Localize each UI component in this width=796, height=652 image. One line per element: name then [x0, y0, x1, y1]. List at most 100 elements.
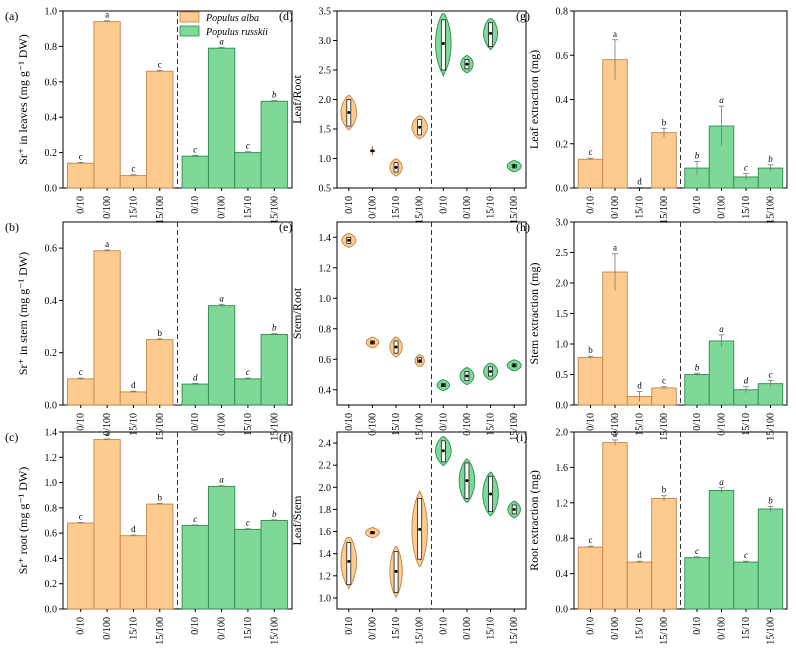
bar: [146, 503, 174, 610]
legend-swatch-russkii: [179, 25, 200, 37]
x-tick-label: 0/100: [717, 413, 728, 436]
y-axis-label: Stem/Root: [290, 287, 304, 339]
y-tick-label: 2.0: [556, 428, 569, 439]
y-axis-label: Root extraction (mg): [527, 470, 541, 571]
bar: [207, 47, 236, 189]
x-tick-label: 15/100: [415, 413, 426, 441]
significance-letter: b: [768, 154, 773, 164]
x-tick-label: 15/100: [155, 196, 166, 224]
x-tick-label: 0/100: [217, 196, 228, 219]
median-dot: [418, 125, 422, 129]
median-dot: [394, 165, 398, 169]
significance-letter: d: [744, 376, 749, 386]
y-tick-label: 0.0: [45, 184, 58, 195]
bar: [708, 489, 735, 610]
x-tick-label: 0/100: [610, 617, 621, 640]
x-tick-label: 0/10: [692, 617, 703, 635]
median-dot: [489, 31, 493, 35]
significance-letter: c: [246, 518, 250, 528]
x-tick-label: 0/100: [102, 617, 113, 640]
x-tick-label: 15/100: [659, 617, 670, 645]
bar: [757, 508, 784, 610]
bar: [684, 374, 710, 406]
y-tick-label: 0.2: [45, 579, 58, 590]
bar: [93, 439, 121, 610]
y-tick-label: 1.4: [45, 428, 58, 439]
y-tick-label: 2.5: [556, 248, 569, 259]
x-tick-label: 0/10: [692, 196, 703, 214]
x-tick-label: 0/10: [586, 413, 597, 431]
significance-letter: b: [695, 150, 700, 160]
significance-letter: c: [158, 59, 162, 69]
bar: [67, 378, 95, 406]
significance-letter: c: [768, 370, 772, 380]
y-tick-label: 1.8: [319, 505, 332, 516]
significance-letter: b: [662, 117, 667, 127]
y-axis-label: Stem extraction (mg): [527, 263, 541, 365]
panel-label: (d): [279, 9, 293, 23]
x-tick-label: 15/10: [634, 196, 645, 219]
significance-letter: a: [219, 475, 224, 485]
bar: [181, 525, 209, 610]
panel-label: (c): [5, 430, 18, 444]
y-tick-label: 0.0: [45, 401, 58, 412]
x-tick-label: 15/100: [269, 617, 280, 645]
bar: [733, 561, 759, 610]
bar: [119, 535, 148, 610]
panel-f: 1.0 1.2 1.4 1.6 1.8 2.0 2.2 2.4 Leaf/Stem (f) 0/10…: [279, 430, 527, 645]
x-tick-label: 0/10: [692, 413, 703, 431]
median-dot: [465, 479, 469, 483]
bar: [651, 132, 677, 189]
significance-letter: b: [158, 328, 163, 338]
x-tick-label: 15/10: [128, 196, 139, 219]
x-tick-label: 15/10: [128, 413, 139, 436]
significance-letter: d: [131, 380, 136, 390]
panel-d: 0.5 1.0 1.5 2.0 2.5 3.0 3.5 Leaf/Root (d) 0/10 0/1…: [279, 7, 527, 224]
y-tick-label: 0.0: [556, 401, 569, 412]
y-tick-label: 1.2: [319, 571, 332, 582]
y-tick-label: 0.2: [45, 348, 58, 359]
significance-letter: c: [589, 535, 593, 545]
panel-c: 0.0 0.2 0.4 0.6 0.8 1.0 1.2 1.4 Sr⁺ root (mg g⁻¹…: [5, 428, 293, 645]
significance-letter: c: [193, 514, 197, 524]
x-tick-label: 15/100: [509, 413, 520, 441]
median-dot: [418, 359, 422, 363]
y-tick-label: 1.2: [319, 263, 332, 274]
significance-letter: c: [246, 367, 250, 377]
legend-swatch-alba: [179, 11, 200, 23]
median-dot: [347, 559, 351, 563]
y-tick-label: 1.0: [319, 294, 332, 305]
x-tick-label: 15/10: [486, 413, 497, 436]
y-tick-label: 0.8: [319, 324, 332, 335]
panel-label: (a): [5, 9, 18, 23]
significance-letter: c: [744, 550, 748, 560]
bar: [146, 70, 174, 189]
y-tick-label: 1.4: [319, 233, 332, 244]
x-tick-label: 15/100: [765, 617, 776, 645]
y-tick-label: 0.4: [45, 296, 58, 307]
significance-letter: d: [637, 381, 642, 391]
x-tick-label: 15/10: [243, 413, 254, 436]
median-dot: [347, 110, 351, 114]
x-tick-label: 15/10: [243, 617, 254, 640]
significance-letter: b: [588, 345, 593, 355]
y-axis-label: Leaf/Root: [290, 75, 304, 124]
y-tick-label: 0.8: [556, 7, 569, 18]
significance-letter: b: [272, 89, 277, 99]
y-tick-label: 0.4: [556, 95, 569, 106]
x-tick-label: 0/10: [344, 413, 355, 431]
y-tick-label: 0.6: [45, 529, 58, 540]
median-dot: [512, 164, 516, 168]
median-dot: [465, 62, 469, 66]
y-tick-label: 3.0: [319, 36, 332, 47]
y-tick-label: 1.0: [45, 7, 58, 18]
x-tick-label: 15/100: [509, 196, 520, 224]
y-axis-label: Sr⁺ root (mg g⁻¹ DW): [16, 467, 30, 575]
x-tick-label: 15/10: [243, 196, 254, 219]
bar: [602, 442, 628, 610]
x-tick-label: 0/100: [367, 617, 378, 640]
x-tick-label: 15/100: [155, 413, 166, 441]
legend-label-alba: Populus alba: [205, 13, 259, 24]
x-tick-label: 0/10: [438, 413, 449, 431]
